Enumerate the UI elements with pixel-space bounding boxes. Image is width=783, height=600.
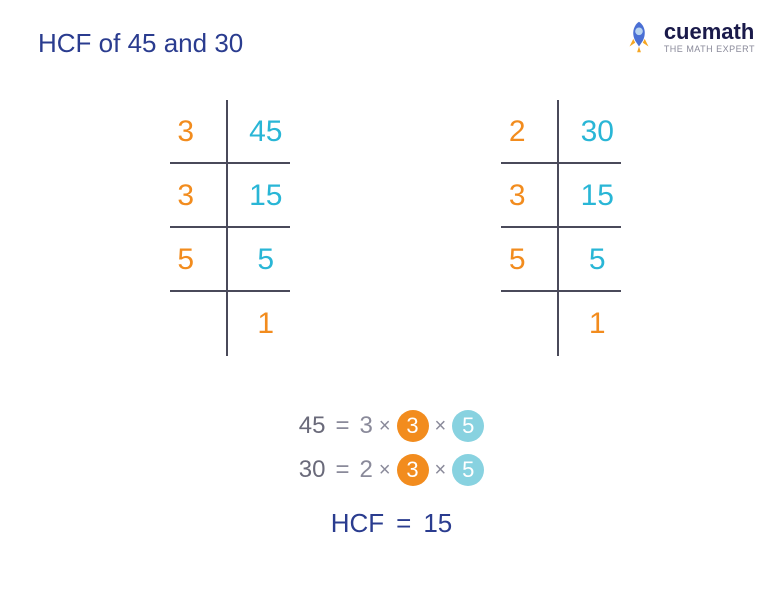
common-factor-circle: 5 (452, 410, 484, 442)
brand-logo: cuemath THE MATH EXPERT (620, 18, 755, 56)
common-factor-circle: 3 (397, 454, 429, 486)
page-title: HCF of 45 and 30 (38, 28, 243, 59)
number-cell: 5 (226, 228, 306, 292)
times-sign: × (435, 459, 447, 482)
table-30: 2 30 3 15 5 5 1 (477, 100, 637, 356)
times-sign: × (379, 459, 391, 482)
number-cell: 15 (226, 164, 306, 228)
equation-30: 30 = 2 × 3 × 5 (299, 454, 484, 486)
factor-cell (146, 292, 226, 356)
equations-block: 45 = 3 × 3 × 5 30 = 2 × 3 × 5 HCF = 15 (0, 410, 783, 539)
equals-sign: = (335, 456, 349, 484)
result-label: HCF (331, 508, 384, 539)
factor-cell: 3 (477, 164, 557, 228)
factor-cell (477, 292, 557, 356)
common-factor-circle: 3 (397, 410, 429, 442)
times-sign: × (435, 415, 447, 438)
number-cell: 1 (557, 292, 637, 356)
times-sign: × (379, 415, 391, 438)
result-value: 15 (423, 508, 452, 539)
factor-cell: 5 (146, 228, 226, 292)
hcf-result: HCF = 15 (331, 508, 453, 539)
factorization-tables: 3 45 3 15 5 5 1 2 30 (0, 100, 783, 356)
logo-brand: cuemath (664, 21, 755, 43)
number-cell: 15 (557, 164, 637, 228)
factor-cell: 3 (146, 164, 226, 228)
logo-tagline: THE MATH EXPERT (664, 45, 755, 54)
eq-lhs: 45 (299, 412, 326, 440)
number-cell: 5 (557, 228, 637, 292)
common-factor-circle: 5 (452, 454, 484, 486)
eq-lhs: 30 (299, 456, 326, 484)
factor-cell: 3 (146, 100, 226, 164)
number-cell: 1 (226, 292, 306, 356)
factor-cell: 2 (477, 100, 557, 164)
equals-sign: = (396, 508, 411, 539)
rocket-icon (620, 18, 658, 56)
equals-sign: = (335, 412, 349, 440)
table-45: 3 45 3 15 5 5 1 (146, 100, 306, 356)
logo-text: cuemath THE MATH EXPERT (664, 21, 755, 54)
factor-cell: 5 (477, 228, 557, 292)
number-cell: 45 (226, 100, 306, 164)
number-cell: 30 (557, 100, 637, 164)
eq-factor: 3 (359, 412, 372, 440)
equation-45: 45 = 3 × 3 × 5 (299, 410, 484, 442)
eq-factor: 2 (359, 456, 372, 484)
